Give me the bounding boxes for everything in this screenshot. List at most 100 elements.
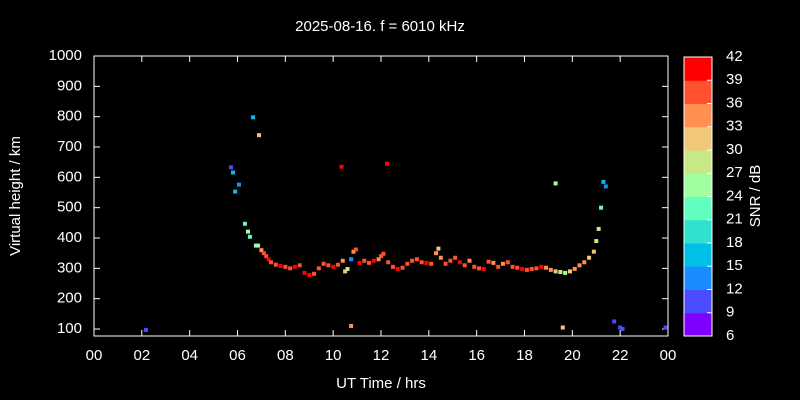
colorbar-tick-label: 30	[726, 141, 743, 158]
x-tick-label: 06	[229, 347, 246, 364]
point	[335, 262, 340, 267]
point	[457, 260, 462, 265]
point	[229, 165, 234, 170]
point	[288, 266, 293, 271]
point	[246, 229, 251, 234]
point	[443, 261, 448, 266]
point	[424, 260, 429, 265]
point	[233, 189, 238, 194]
point	[505, 260, 510, 265]
point	[663, 325, 668, 330]
point	[379, 254, 383, 259]
point	[544, 265, 549, 270]
point	[603, 184, 608, 189]
point	[596, 226, 601, 231]
point	[438, 255, 443, 260]
point	[472, 264, 477, 269]
x-tick-label: 10	[325, 347, 342, 364]
point	[436, 246, 441, 251]
point	[563, 270, 568, 275]
point	[302, 270, 307, 275]
colorbar-band	[684, 173, 712, 197]
point	[553, 181, 558, 186]
point	[405, 261, 410, 266]
x-tick-label: 22	[612, 347, 629, 364]
y-tick-label: 200	[57, 290, 82, 307]
point	[230, 170, 235, 175]
x-tick-label: 02	[133, 347, 150, 364]
point	[529, 266, 534, 271]
point	[242, 221, 247, 226]
point	[316, 266, 321, 271]
y-tick-label: 800	[57, 108, 82, 125]
point	[453, 255, 458, 260]
point	[481, 266, 486, 271]
point	[612, 319, 617, 324]
colorbar-tick-label: 18	[726, 234, 743, 251]
point	[283, 264, 288, 269]
point	[143, 327, 148, 332]
y-tick-label: 300	[57, 259, 82, 276]
colorbar-band	[684, 150, 712, 174]
point	[247, 234, 252, 239]
point	[351, 249, 356, 254]
point	[560, 325, 565, 330]
point	[434, 251, 439, 256]
point	[524, 267, 529, 272]
colorbar-tick-label: 15	[726, 257, 743, 274]
point	[419, 260, 424, 265]
point	[331, 264, 336, 269]
point	[429, 261, 434, 266]
point	[486, 259, 491, 264]
point	[264, 254, 269, 259]
point	[599, 205, 604, 210]
point	[582, 260, 587, 265]
point	[312, 271, 317, 276]
x-tick-label: 00	[86, 347, 103, 364]
point	[307, 273, 312, 278]
point	[410, 258, 415, 263]
x-tick-label: 08	[277, 347, 294, 364]
point	[620, 327, 625, 332]
point	[594, 239, 599, 244]
point	[572, 266, 577, 271]
x-axis-label: UT Time / hrs	[336, 375, 426, 392]
colorbar-band	[684, 243, 712, 267]
point	[357, 260, 362, 265]
y-tick-label: 400	[57, 229, 82, 246]
point	[353, 247, 358, 252]
x-tick-label: 04	[181, 347, 198, 364]
point	[257, 133, 262, 138]
y-axis-label: Virtual height / km	[7, 136, 24, 256]
colorbar-tick-label: 12	[726, 280, 743, 297]
point	[510, 264, 515, 269]
point	[251, 115, 256, 120]
y-tick-label: 100	[57, 320, 82, 337]
point	[477, 266, 482, 271]
point	[256, 243, 261, 248]
point	[491, 260, 496, 265]
point	[390, 264, 395, 269]
point	[414, 257, 419, 262]
point	[345, 266, 350, 271]
x-tick-label: 14	[420, 347, 437, 364]
y-tick-label: 600	[57, 168, 82, 185]
colorbar-band	[684, 103, 712, 128]
point	[587, 255, 592, 260]
point	[534, 266, 539, 271]
point	[367, 260, 372, 265]
point	[349, 257, 354, 262]
point	[591, 249, 596, 254]
colorbar-tick-label: 6	[726, 327, 734, 344]
point	[381, 251, 386, 256]
point	[362, 258, 367, 263]
point	[548, 267, 553, 272]
point	[553, 269, 558, 274]
point	[278, 263, 283, 268]
point	[297, 263, 302, 268]
point	[236, 182, 241, 187]
colorbar-band	[684, 289, 712, 314]
point	[601, 179, 606, 184]
